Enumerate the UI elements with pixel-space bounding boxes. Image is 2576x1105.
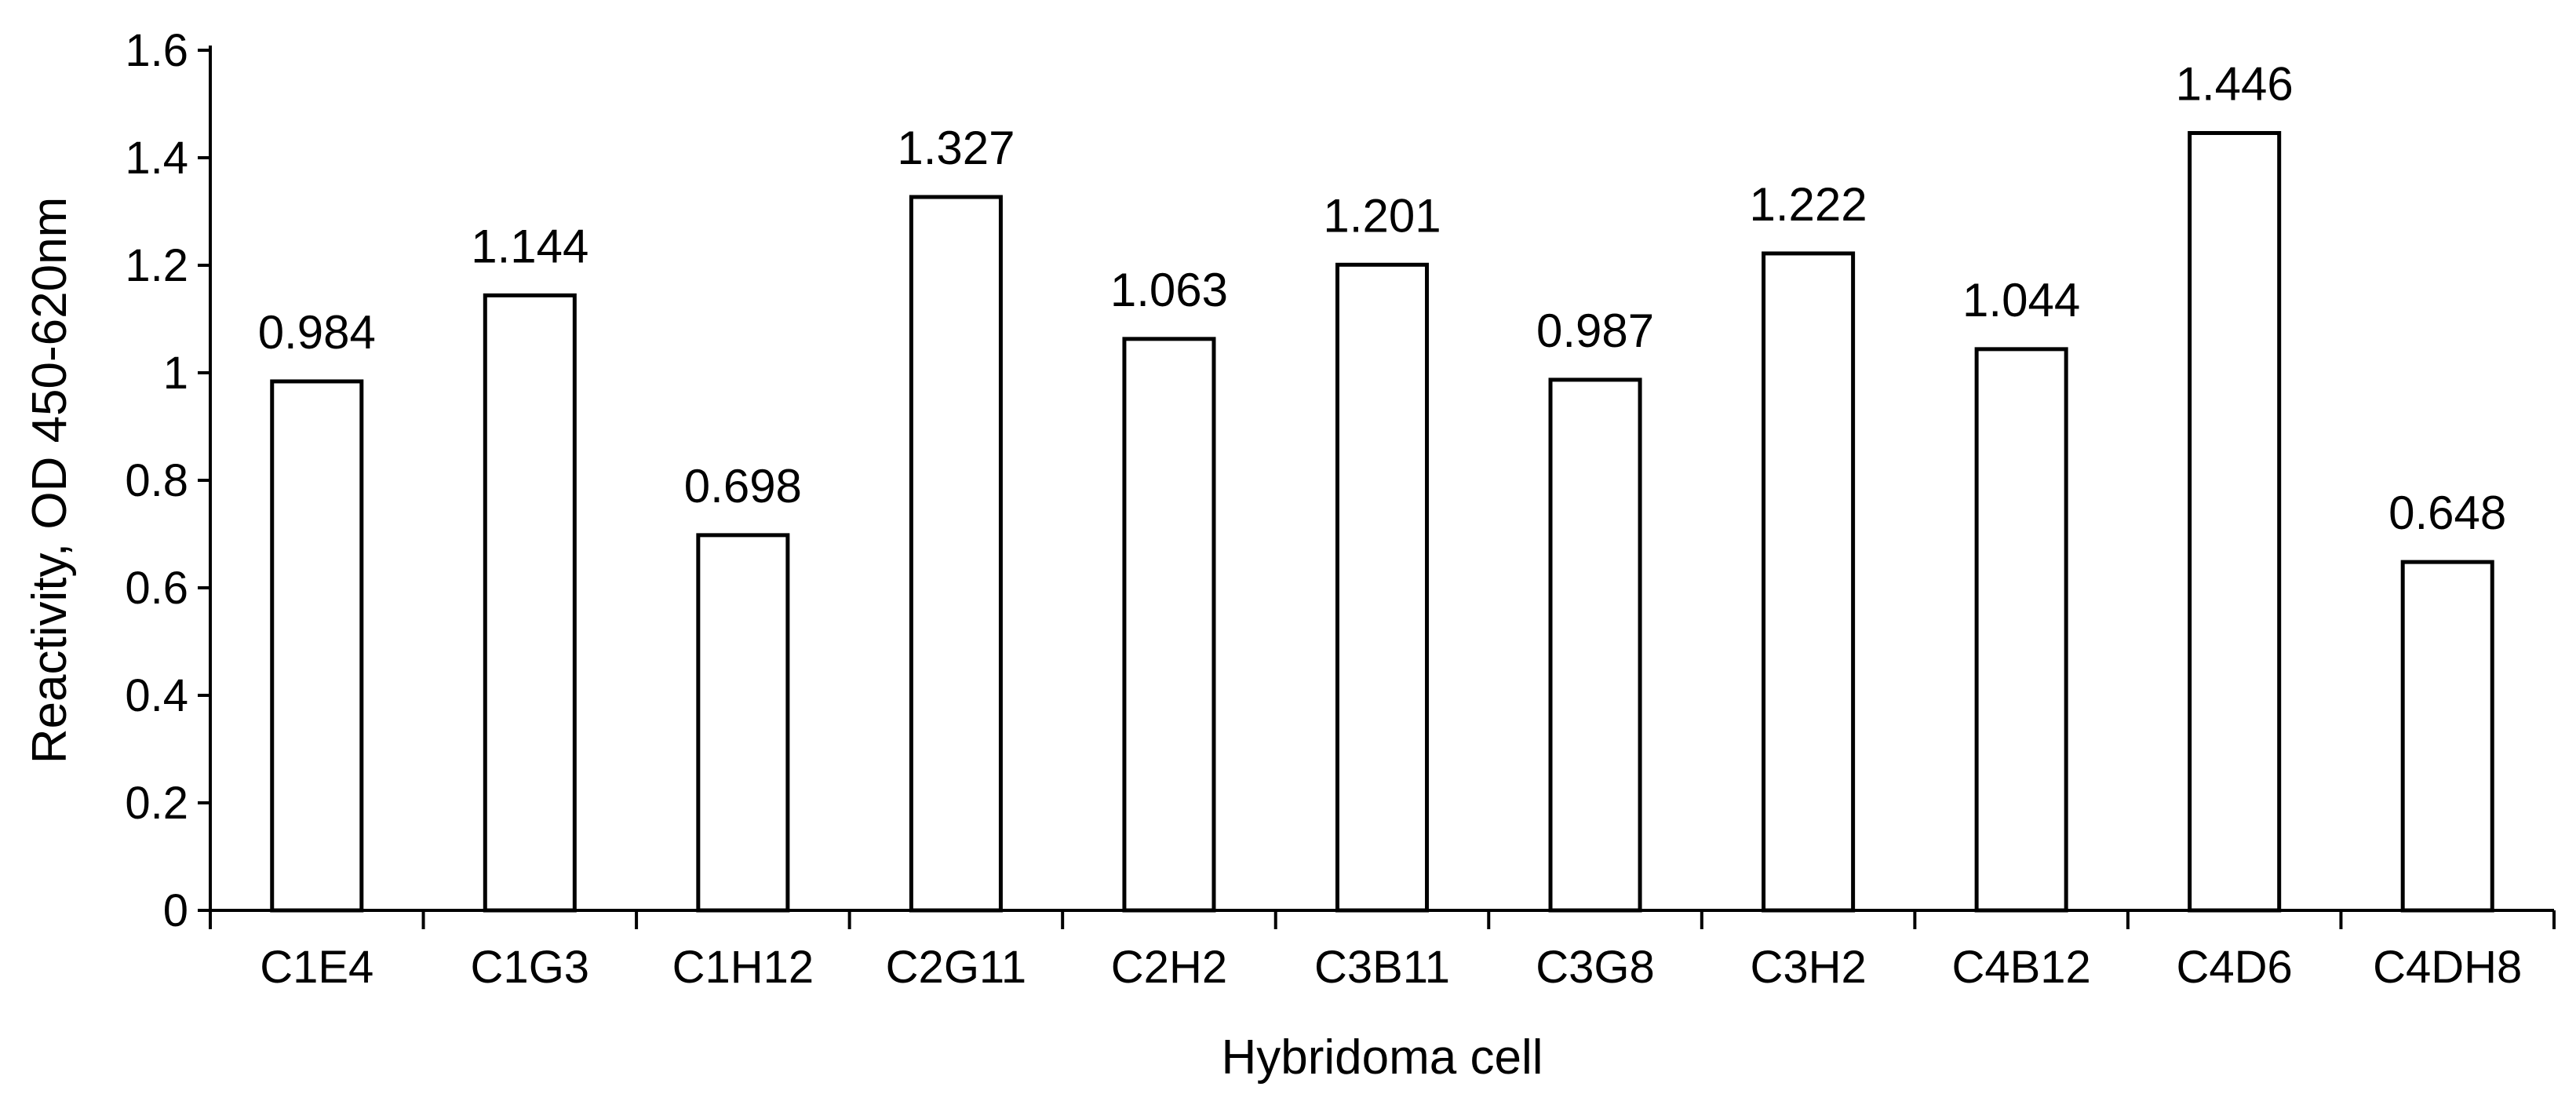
x-tick-label: C4D6 — [2177, 942, 2293, 993]
y-tick-label: 0.6 — [125, 563, 188, 614]
x-tick-label: C3H2 — [1750, 942, 1866, 993]
x-tick-label: C2G11 — [886, 942, 1026, 993]
data-label: 1.144 — [471, 220, 588, 272]
data-label: 1.446 — [2176, 57, 2294, 110]
bar — [1548, 377, 1642, 913]
data-label: 1.327 — [897, 122, 1015, 174]
bar — [2400, 560, 2494, 913]
x-axis-title: Hybridoma cell — [1221, 1030, 1543, 1085]
data-label: 0.987 — [1536, 305, 1654, 357]
y-tick-label: 1.6 — [125, 25, 188, 76]
bar — [483, 293, 577, 913]
data-label: 0.698 — [684, 460, 802, 512]
bar — [2188, 130, 2282, 913]
data-label: 0.648 — [2388, 487, 2506, 539]
data-label: 1.063 — [1110, 264, 1228, 316]
y-tick-label: 0.4 — [125, 670, 188, 721]
y-tick-label: 1 — [163, 348, 188, 399]
bar — [1335, 262, 1430, 913]
x-tick-label: C1G3 — [471, 942, 590, 993]
x-tick-label: C3G8 — [1536, 942, 1655, 993]
bar — [1762, 251, 1856, 913]
bar — [270, 379, 364, 913]
x-tick-label: C2H2 — [1111, 942, 1227, 993]
bar — [1974, 347, 2068, 913]
data-label: 1.222 — [1750, 178, 1867, 231]
y-tick-label: 1.4 — [125, 133, 188, 184]
bar — [696, 533, 790, 913]
bar — [1122, 337, 1216, 913]
y-tick-label: 0.2 — [125, 778, 188, 829]
y-axis-ticks: 0 0.2 0.4 0.6 0.8 1 1.2 1.4 1.6 — [125, 25, 210, 936]
data-label: 1.044 — [1962, 274, 2080, 326]
x-tick-label: C3B11 — [1314, 942, 1450, 993]
y-tick-label: 0.8 — [125, 455, 188, 506]
bar — [909, 195, 1003, 913]
y-axis-title: Reactivity, OD 450-620nm — [23, 197, 77, 764]
bars — [270, 130, 2494, 913]
x-tick-label: C4DH8 — [2373, 942, 2522, 993]
x-tick-label: C1E4 — [260, 942, 373, 993]
data-label: 1.201 — [1323, 189, 1441, 242]
y-tick-label: 1.2 — [125, 240, 188, 291]
data-label: 0.984 — [258, 306, 376, 359]
data-labels: 0.984 1.144 0.698 1.327 1.063 1.201 0.987 1.222… — [258, 57, 2507, 539]
x-tick-label: C1H12 — [672, 942, 814, 993]
y-tick-label: 0 — [163, 885, 188, 936]
x-tick-label: C4B12 — [1951, 942, 2090, 993]
x-axis-ticks: C1E4 C1G3 C1H12 C2G11 C2H2 C3B11 C3G8 C3H2 C4B12… — [209, 910, 2556, 993]
